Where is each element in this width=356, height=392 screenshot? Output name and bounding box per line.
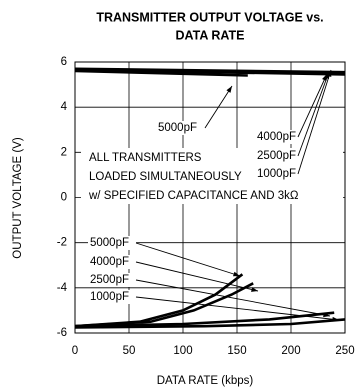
x-tick-label: 50 <box>123 345 136 357</box>
annotation-background <box>156 121 204 135</box>
chart-title: TRANSMITTER OUTPUT VOLTAGE vs. <box>96 10 323 24</box>
x-tick-label: 100 <box>173 345 192 357</box>
arrow-line <box>135 242 241 277</box>
series-label-background <box>88 273 136 287</box>
arrow-line <box>297 71 330 157</box>
arrow-head <box>251 287 258 292</box>
annotation-background <box>250 149 298 163</box>
x-tick-label: 0 <box>72 345 78 357</box>
series-label-background <box>88 236 136 250</box>
note-text: ALL TRANSMITTERS <box>89 152 202 164</box>
series-label: 4000pF <box>90 256 129 268</box>
arrow-line <box>297 69 332 175</box>
x-tick-label: 200 <box>281 345 300 357</box>
arrow-head <box>233 271 240 277</box>
annotation-label: 2500pF <box>257 150 296 162</box>
arrow-line <box>297 73 328 138</box>
annotation-background <box>250 130 298 144</box>
x-tick-label: 150 <box>227 345 246 357</box>
series-line <box>74 67 346 329</box>
arrow-line <box>135 261 259 292</box>
arrow-line <box>204 85 233 129</box>
y-tick-label: 2 <box>61 146 67 158</box>
arrow-line <box>135 279 331 317</box>
arrow-head <box>324 72 329 79</box>
annotation-label: 5000pF <box>158 122 197 134</box>
annotation-background <box>250 167 298 181</box>
arrow-head <box>226 86 232 93</box>
note-text: w/ SPECIFIED CAPACITANCE AND 3kΩ <box>88 190 299 202</box>
note-text: LOADED SIMULTANEOUSLY <box>89 171 242 183</box>
y-tick-label: 6 <box>61 56 67 68</box>
y-tick-label: -2 <box>57 237 67 249</box>
y-tick-label: -6 <box>57 327 67 339</box>
y-tick-label: 0 <box>61 192 67 204</box>
note-background <box>81 148 343 204</box>
arrow-head <box>323 312 330 318</box>
arrow-head <box>322 74 327 81</box>
chart-title: DATA RATE <box>176 28 245 42</box>
arrow-head <box>326 70 332 77</box>
y-tick-label: -4 <box>57 282 68 294</box>
series-label: 5000pF <box>90 237 129 249</box>
series-label-background <box>88 255 136 269</box>
arrow-head <box>332 316 339 322</box>
series-label: 2500pF <box>90 274 129 286</box>
annotation-label: 1000pF <box>257 168 296 180</box>
y-tick-label: 4 <box>61 101 68 113</box>
annotation-label: 4000pF <box>257 131 296 143</box>
x-tick-label: 250 <box>335 345 354 357</box>
x-axis-label: DATA RATE (kbps) <box>157 375 254 387</box>
plot-frame <box>74 61 346 334</box>
series-label-background <box>88 290 136 304</box>
series-label: 1000pF <box>90 291 129 303</box>
arrow-line <box>135 296 340 321</box>
y-axis-label: OUTPUT VOLTAGE (V) <box>12 137 24 259</box>
